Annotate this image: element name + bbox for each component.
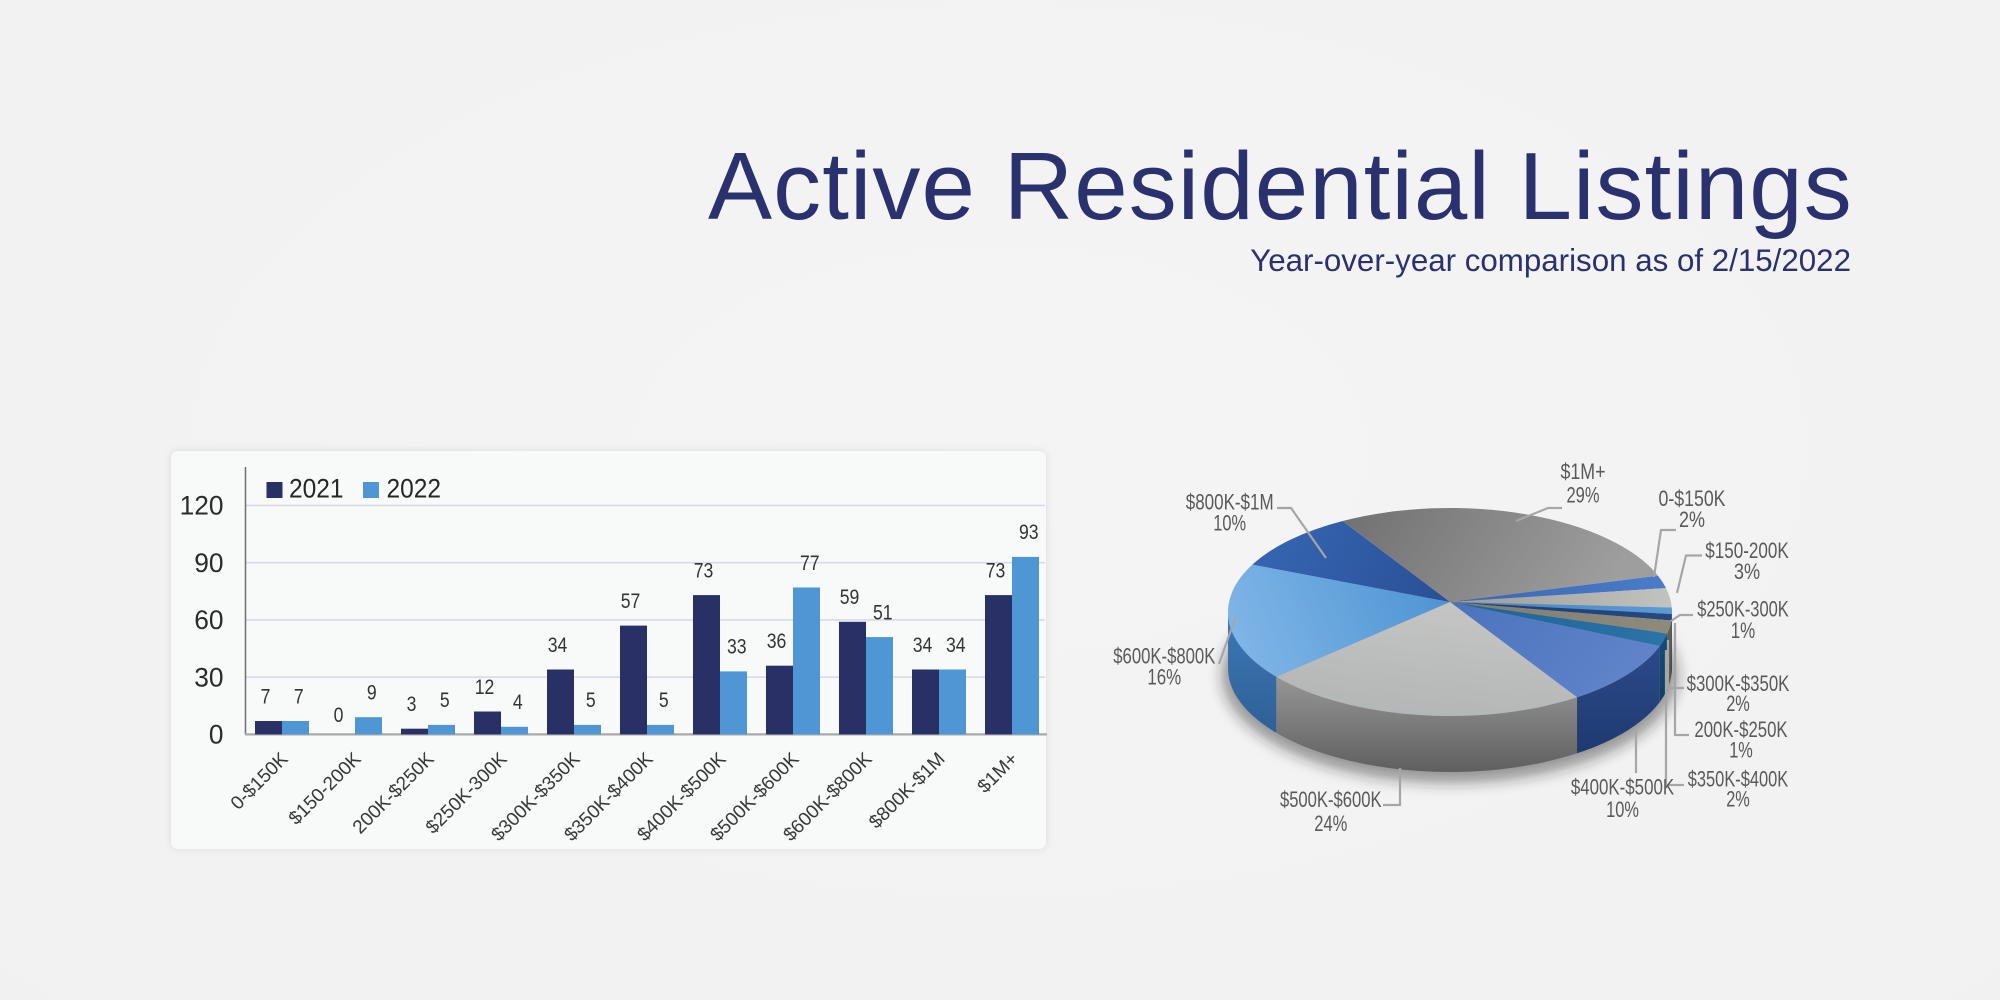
svg-text:120: 120 [180,491,224,521]
svg-text:5: 5 [440,688,450,712]
svg-text:73: 73 [986,558,1006,582]
svg-text:$400K-$500K: $400K-$500K [1571,774,1674,799]
svg-text:$300K-$350K: $300K-$350K [1687,671,1790,696]
svg-text:2021: 2021 [289,474,344,504]
svg-text:34: 34 [946,633,966,657]
svg-text:$500K-$600K: $500K-$600K [1280,787,1382,812]
svg-text:0-$150K: 0-$150K [227,748,293,814]
svg-text:2022: 2022 [387,474,442,504]
svg-text:30: 30 [194,663,223,693]
svg-text:1%: 1% [1731,618,1756,643]
svg-text:2%: 2% [1679,507,1705,532]
svg-text:2%: 2% [1726,787,1750,812]
svg-text:$150-200K: $150-200K [285,748,366,829]
svg-text:10%: 10% [1606,797,1639,822]
svg-text:57: 57 [621,589,641,613]
svg-text:0: 0 [334,703,344,727]
svg-text:5: 5 [586,688,596,712]
svg-text:$600K-$800K: $600K-$800K [1113,644,1215,669]
svg-text:$250K-300K: $250K-300K [1697,597,1789,622]
svg-text:60: 60 [194,605,223,635]
svg-text:77: 77 [800,551,820,575]
svg-text:$1M+: $1M+ [974,749,1023,798]
svg-text:$800K-$1M: $800K-$1M [1186,490,1274,515]
svg-text:34: 34 [913,633,933,657]
svg-text:7: 7 [261,684,271,708]
svg-text:1%: 1% [1729,738,1753,763]
svg-text:0-$150K: 0-$150K [1659,486,1726,511]
svg-text:$150-200K: $150-200K [1705,538,1789,563]
svg-text:3: 3 [407,692,417,716]
svg-text:$800K-$1M: $800K-$1M [865,749,949,833]
svg-text:93: 93 [1019,520,1039,544]
svg-text:33: 33 [727,635,747,659]
svg-text:73: 73 [694,558,714,582]
svg-text:4: 4 [513,690,523,714]
svg-text:90: 90 [194,548,223,578]
svg-text:200K-$250K: 200K-$250K [1694,717,1787,742]
svg-text:36: 36 [767,629,787,653]
svg-text:5: 5 [659,688,669,712]
svg-text:7: 7 [294,684,304,708]
svg-text:51: 51 [873,600,893,624]
svg-text:0: 0 [209,720,224,750]
svg-text:9: 9 [367,681,377,705]
svg-text:29%: 29% [1567,483,1600,508]
svg-text:16%: 16% [1147,665,1181,690]
svg-text:24%: 24% [1314,811,1347,836]
svg-text:$1M+: $1M+ [1561,459,1606,484]
svg-text:10%: 10% [1213,511,1246,536]
svg-text:2%: 2% [1726,691,1750,716]
svg-text:$350K-$400K: $350K-$400K [1688,766,1789,791]
svg-text:59: 59 [840,585,860,609]
svg-text:12: 12 [475,675,495,699]
svg-text:3%: 3% [1734,559,1760,584]
svg-text:34: 34 [548,633,568,657]
